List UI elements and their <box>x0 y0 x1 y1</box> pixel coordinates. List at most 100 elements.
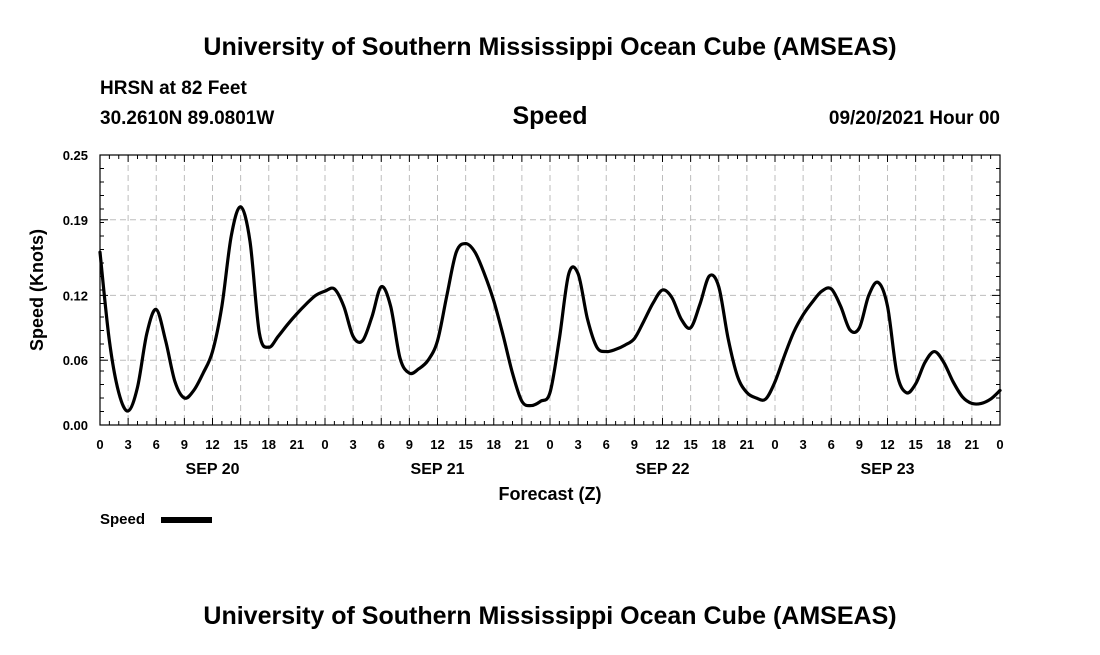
data-point <box>989 398 991 400</box>
legend-label: Speed <box>100 511 145 528</box>
y-tick-label: 0.06 <box>63 353 88 368</box>
x-tick-label: 9 <box>181 437 188 452</box>
data-point <box>530 404 532 406</box>
data-point <box>99 251 101 253</box>
data-point <box>230 235 232 237</box>
forecast-datetime: 09/20/2021 Hour 00 <box>829 108 1000 129</box>
data-point <box>286 323 288 325</box>
data-point <box>474 251 476 253</box>
data-point <box>502 334 504 336</box>
data-point <box>371 316 373 318</box>
day-label: SEP 22 <box>636 461 690 478</box>
x-tick-label: 6 <box>378 437 385 452</box>
data-point <box>277 335 279 337</box>
data-point <box>905 391 907 393</box>
x-tick-label: 6 <box>603 437 610 452</box>
data-point <box>933 350 935 352</box>
x-axis-label: Forecast (Z) <box>498 484 601 504</box>
data-point <box>596 346 598 348</box>
x-tick-label: 3 <box>800 437 807 452</box>
station-label: HRSN at 82 Feet <box>100 78 247 99</box>
data-point <box>436 340 438 342</box>
x-tick-label: 9 <box>631 437 638 452</box>
x-tick-label: 12 <box>655 437 669 452</box>
x-tick-label: 15 <box>683 437 697 452</box>
data-point <box>821 290 823 292</box>
data-point <box>549 391 551 393</box>
x-tick-label: 9 <box>406 437 413 452</box>
data-point <box>446 294 448 296</box>
data-point <box>343 305 345 307</box>
data-point <box>399 357 401 359</box>
data-point <box>183 397 185 399</box>
data-point <box>849 329 851 331</box>
x-tick-label: 12 <box>880 437 894 452</box>
data-point <box>483 273 485 275</box>
data-point <box>746 391 748 393</box>
data-point <box>108 340 110 342</box>
x-tick-label: 18 <box>937 437 951 452</box>
data-point <box>764 398 766 400</box>
x-tick-label: 3 <box>575 437 582 452</box>
x-tick-label: 12 <box>205 437 219 452</box>
x-tick-label: 15 <box>458 437 472 452</box>
data-point <box>127 410 129 412</box>
data-point <box>418 368 420 370</box>
day-label: SEP 21 <box>411 461 465 478</box>
x-tick-label: 21 <box>740 437 754 452</box>
data-point <box>258 332 260 334</box>
data-point <box>296 313 298 315</box>
data-point <box>464 242 466 244</box>
data-point <box>211 350 213 352</box>
data-point <box>174 381 176 383</box>
data-point <box>586 318 588 320</box>
data-point <box>877 281 879 283</box>
x-tick-label: 0 <box>996 437 1003 452</box>
data-point <box>680 318 682 320</box>
legend: Speed <box>100 511 212 528</box>
footer-title: University of Southern Mississippi Ocean… <box>203 602 896 630</box>
data-point <box>624 344 626 346</box>
y-tick-label: 0.00 <box>63 418 88 433</box>
data-point <box>774 381 776 383</box>
data-point <box>455 251 457 253</box>
x-tick-label: 15 <box>233 437 247 452</box>
day-label: SEP 20 <box>186 461 240 478</box>
data-point <box>661 289 663 291</box>
gridlines <box>99 154 1001 426</box>
data-point <box>896 372 898 374</box>
data-point <box>671 296 673 298</box>
data-point <box>268 346 270 348</box>
data-point <box>614 348 616 350</box>
y-tick-label: 0.12 <box>63 288 88 303</box>
data-point <box>830 288 832 290</box>
series-layer <box>98 205 1002 413</box>
x-tick-label: 6 <box>153 437 160 452</box>
data-point <box>577 273 579 275</box>
data-point <box>699 303 701 305</box>
x-tick-label: 18 <box>712 437 726 452</box>
x-tick-label: 0 <box>321 437 328 452</box>
data-point <box>886 305 888 307</box>
data-point <box>352 335 354 337</box>
y-axis-label: Speed (Knots) <box>27 229 47 351</box>
location-label: 30.2610N 89.0801W <box>100 108 274 129</box>
series-line-speed <box>98 205 1002 413</box>
chart-title: Speed <box>512 102 587 130</box>
data-point <box>755 397 757 399</box>
data-point <box>999 389 1001 391</box>
data-point <box>952 381 954 383</box>
data-point <box>914 383 916 385</box>
data-point <box>868 294 870 296</box>
x-tick-label: 3 <box>125 437 132 452</box>
data-point <box>427 359 429 361</box>
data-point <box>521 400 523 402</box>
data-point <box>249 240 251 242</box>
data-point <box>361 340 363 342</box>
data-point <box>408 372 410 374</box>
page-title: University of Southern Mississippi Ocean… <box>203 33 896 61</box>
data-point <box>633 337 635 339</box>
data-point <box>511 372 513 374</box>
plot-frame <box>99 154 1001 426</box>
data-point <box>783 355 785 357</box>
